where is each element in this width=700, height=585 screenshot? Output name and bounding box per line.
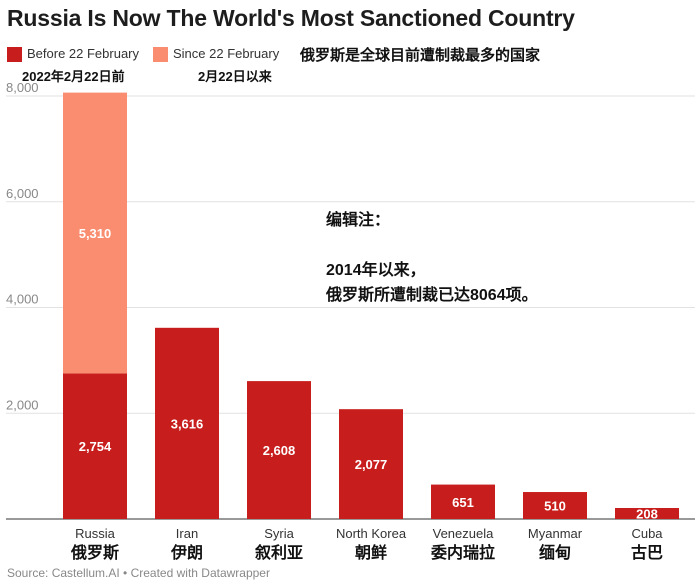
x-tick-label: Cuba bbox=[631, 526, 663, 541]
x-tick-label-cn: 缅甸 bbox=[539, 543, 571, 562]
x-tick-label-cn: 俄罗斯 bbox=[70, 543, 119, 562]
x-tick-label: Iran bbox=[176, 526, 198, 541]
bar-before bbox=[155, 327, 219, 519]
data-label: 3,616 bbox=[171, 416, 204, 431]
bar-before bbox=[63, 373, 127, 519]
data-label: 651 bbox=[452, 495, 474, 510]
data-label: 2,754 bbox=[79, 439, 112, 454]
bar-before bbox=[247, 381, 311, 519]
legend-sublabel-since: 2月22日以来 bbox=[198, 69, 272, 84]
x-tick-label-cn: 古巴 bbox=[631, 543, 663, 562]
legend-label-before: Before 22 February bbox=[27, 46, 140, 61]
y-tick-label: 8,000 bbox=[6, 80, 39, 95]
editor-note: 编辑注： 2014年以来， 俄罗斯所遭制裁已达8064项。 bbox=[326, 208, 538, 308]
x-tick-label: Venezuela bbox=[433, 526, 494, 541]
legend-swatch-before bbox=[7, 47, 22, 62]
y-tick-label: 4,000 bbox=[6, 292, 39, 307]
x-axis-labels: Russia 俄罗斯 Iran 伊朗 Syria 叙利亚 North Korea 朝鲜 Vene… bbox=[70, 526, 663, 562]
y-axis-ticks: 2,000 4,000 6,000 8,000 bbox=[6, 80, 39, 412]
y-tick-label: 2,000 bbox=[6, 397, 39, 412]
data-label: 2,077 bbox=[355, 457, 388, 472]
data-label: 510 bbox=[544, 499, 566, 514]
legend-label-since: Since 22 February bbox=[173, 46, 280, 61]
chinese-subtitle: 俄罗斯是全球目前遭制裁最多的国家 bbox=[300, 47, 541, 64]
x-tick-label-cn: 伊朗 bbox=[170, 543, 203, 562]
editor-note-spacer bbox=[326, 233, 538, 258]
x-tick-label-cn: 叙利亚 bbox=[255, 543, 303, 562]
x-tick-label: North Korea bbox=[336, 526, 407, 541]
y-tick-label: 6,000 bbox=[6, 186, 39, 201]
bar-before bbox=[339, 409, 403, 519]
bar-since bbox=[63, 92, 127, 374]
bar-before bbox=[615, 508, 679, 519]
data-label: 2,608 bbox=[263, 443, 296, 458]
data-label: 5,310 bbox=[79, 226, 112, 241]
legend-sublabel-before: 2022年2月22日前 bbox=[22, 69, 125, 84]
x-tick-label: Russia bbox=[75, 526, 116, 541]
editor-note-heading: 编辑注： bbox=[326, 212, 391, 229]
data-label: 208 bbox=[636, 507, 658, 522]
chart-title: Russia Is Now The World's Most Sanctione… bbox=[7, 5, 575, 31]
x-tick-label-cn: 委内瑞拉 bbox=[430, 543, 495, 562]
bars: 2,754 5,310 3,616 2,608 2,077 651 510 208 bbox=[63, 92, 679, 522]
source-credit: Source: Castellum.AI • Created with Data… bbox=[7, 566, 270, 580]
x-tick-label-cn: 朝鲜 bbox=[355, 543, 387, 562]
editor-note-line-1: 2014年以来， bbox=[326, 262, 426, 279]
x-tick-label: Myanmar bbox=[528, 526, 583, 541]
editor-note-line-2: 俄罗斯所遭制裁已达8064项。 bbox=[326, 287, 538, 304]
legend-swatch-since bbox=[153, 47, 168, 62]
bar-before bbox=[431, 484, 495, 519]
bar-before bbox=[523, 492, 587, 519]
x-tick-label: Syria bbox=[264, 526, 294, 541]
